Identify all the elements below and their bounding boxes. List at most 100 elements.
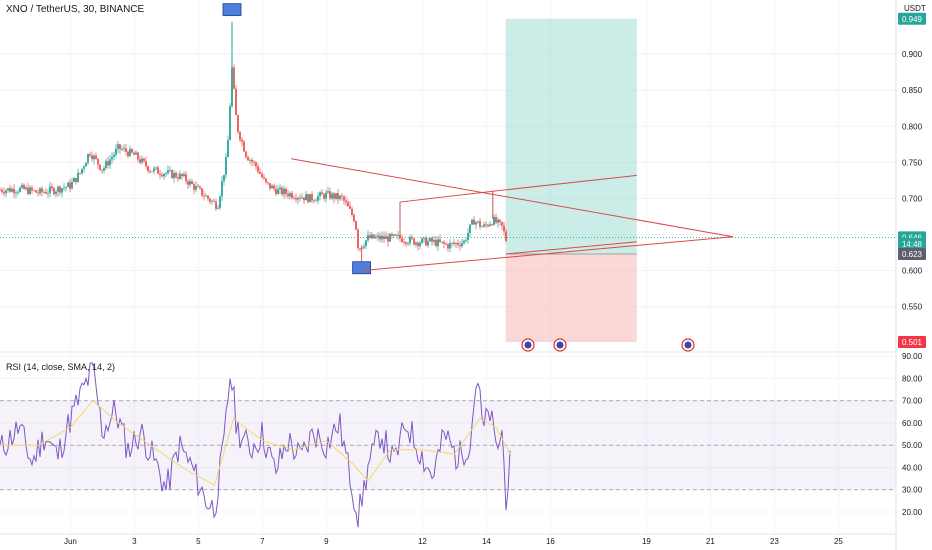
candle-body (431, 238, 433, 242)
candle-body (297, 197, 299, 200)
candle-body (113, 154, 115, 157)
triangle-lower-line (361, 236, 733, 272)
candle-body (149, 171, 151, 172)
candle-body (101, 169, 103, 171)
candle-body (1, 189, 3, 192)
candle-body (485, 224, 487, 226)
candle-body (337, 193, 339, 200)
candle-body (319, 192, 321, 197)
us-event-flag-icon (521, 338, 535, 352)
candle-body (143, 158, 145, 161)
candle-body (377, 235, 379, 237)
candle-body (363, 246, 365, 248)
candle-body (129, 148, 131, 157)
candle-body (3, 191, 5, 194)
rsi-line (0, 362, 511, 528)
candle-body (75, 178, 77, 182)
candle-body (49, 186, 51, 193)
candle-body (11, 188, 13, 192)
candle-body (109, 159, 111, 166)
time-tick-label: 25 (834, 537, 843, 546)
candle-body (327, 191, 329, 193)
candle-body (85, 162, 87, 167)
candle-body (467, 232, 469, 241)
candle-body (181, 173, 183, 176)
candle-body (131, 148, 133, 153)
time-tick-label: 7 (260, 537, 265, 546)
candle-body (163, 173, 165, 177)
candle-body (65, 186, 67, 188)
candle-body (221, 181, 223, 197)
candle-body (105, 161, 107, 168)
rsi-indicator-label[interactable]: RSI (14, close, SMA, 14, 2) (6, 362, 116, 372)
candle-body (53, 188, 55, 194)
candle-body (25, 187, 27, 190)
time-tick-label: 14 (482, 537, 491, 546)
candle-body (93, 155, 95, 160)
candle-body (37, 192, 39, 194)
candle-body (459, 244, 461, 247)
candle-body (411, 236, 413, 239)
triangle-pattern[interactable] (291, 158, 733, 272)
candle-body (197, 186, 199, 187)
candle-body (451, 242, 453, 244)
candle-body (303, 197, 305, 201)
candle-body (499, 219, 501, 222)
candle-body (17, 191, 19, 193)
candle-body (425, 237, 427, 246)
candle-body (195, 186, 197, 190)
candle-body (265, 178, 267, 183)
candle-body (489, 224, 491, 227)
candle-body (211, 200, 213, 202)
candle-body (23, 184, 25, 190)
candle-body (31, 187, 33, 191)
candle-body (127, 151, 129, 157)
candle-body (397, 235, 399, 236)
candle-body (253, 161, 255, 163)
rsi-tick-label: 30.00 (902, 486, 923, 495)
candle-body (445, 243, 447, 245)
candle-body (133, 152, 135, 155)
low-marker-box (352, 261, 372, 275)
time-tick-label: Jun (64, 537, 77, 546)
candle-body (375, 236, 377, 239)
candle-body (171, 170, 173, 179)
candle-body (15, 192, 17, 194)
candle-body (41, 188, 43, 193)
candle-body (279, 187, 281, 190)
candle-body (225, 157, 227, 175)
candle-body (107, 161, 109, 166)
candle-body (317, 196, 319, 201)
candle-body (301, 197, 303, 199)
candle-body (381, 235, 383, 240)
candle-body (47, 192, 49, 194)
rsi-tick-label: 70.00 (902, 397, 923, 406)
candle-body (389, 233, 391, 242)
candle-body (457, 242, 459, 245)
flag-core (524, 341, 532, 349)
candle-body (91, 155, 93, 160)
rsi-ma-line (0, 399, 511, 487)
candle-body (185, 174, 187, 182)
candle-body (263, 177, 265, 179)
candle-body (255, 162, 257, 167)
candle-body (421, 238, 423, 243)
candle-body (229, 106, 231, 141)
candle-body (347, 202, 349, 207)
candle-body (141, 158, 143, 163)
candle-body (121, 149, 123, 150)
candle-body (273, 185, 275, 189)
candle-body (5, 190, 7, 194)
candle-body (0, 189, 1, 191)
candle-body (373, 234, 375, 239)
candle-body (61, 188, 63, 193)
candle-body (463, 240, 465, 244)
candle-body (461, 243, 463, 247)
candle-body (243, 141, 245, 152)
candle-body (305, 194, 307, 201)
candle-body (87, 154, 89, 163)
price-tag-label: 0.949 (902, 15, 923, 24)
candle-body (9, 188, 11, 192)
